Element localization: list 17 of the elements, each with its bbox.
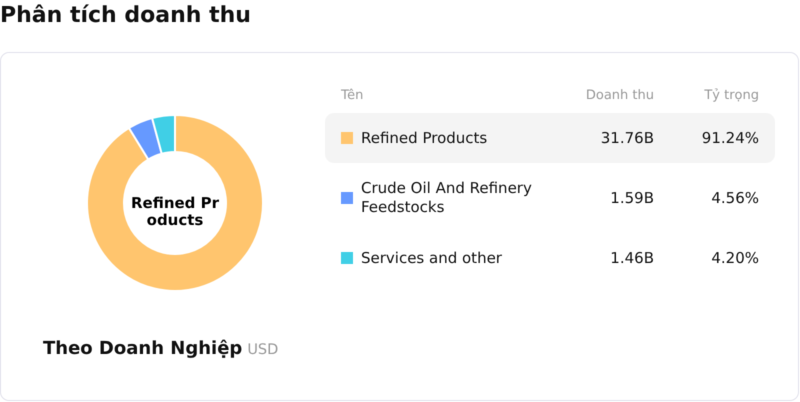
- legend-label: Services and other: [361, 248, 503, 268]
- chart-title: Phân tích doanh thu: [0, 2, 251, 30]
- text: 91.24%: [700, 129, 759, 147]
- data-label: 1.59B: [609, 189, 654, 207]
- donut-slice: [86, 114, 264, 292]
- text: 4.56%: [710, 189, 759, 207]
- legend-label: Crude Oil And Refinery Feedstocks: [361, 179, 533, 217]
- text: Refined Products: [130, 194, 220, 229]
- legend-label: Refined Products: [361, 128, 488, 148]
- data-label: 1.46B: [609, 249, 654, 267]
- legend-title: Tên: [341, 88, 364, 102]
- text: Doanh thu: [584, 88, 654, 102]
- text: Tỷ trọng: [703, 88, 759, 102]
- data-label: 31.76B: [600, 129, 654, 147]
- text: Theo Doanh Nghiệp: [43, 338, 242, 359]
- text: 4.20%: [710, 249, 759, 267]
- text: USD: [247, 342, 278, 358]
